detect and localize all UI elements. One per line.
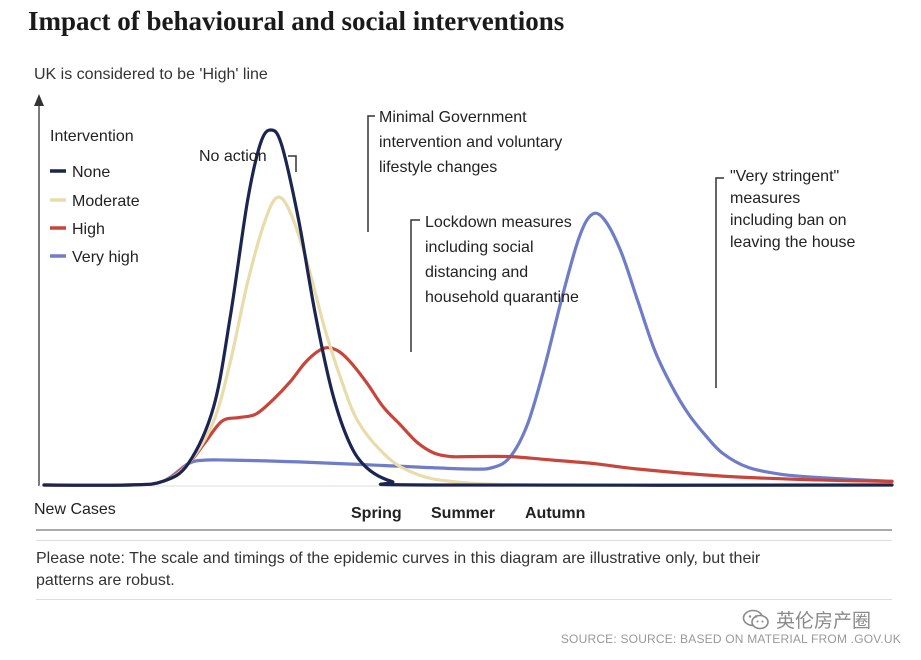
note-divider-bottom	[36, 599, 892, 600]
leader-minimal-gov	[367, 115, 375, 232]
annotation-leaders	[288, 115, 724, 388]
annotation-lockdown-line: Lockdown measures	[425, 214, 572, 231]
legend-label-very-high: Very high	[72, 249, 139, 266]
annotation-lockdown-line: distancing and	[425, 264, 528, 281]
leader-no-action	[288, 155, 297, 172]
note-divider-top	[36, 540, 892, 541]
legend-item-none: None	[50, 164, 110, 181]
legend-label-moderate: Moderate	[72, 193, 140, 210]
legend-item-high: High	[50, 221, 105, 238]
series-line-none	[42, 128, 894, 487]
annotation-very-stringent-line: measures	[730, 190, 800, 207]
series-line-very-high	[42, 211, 894, 487]
x-tick-spring: Spring	[351, 505, 402, 522]
annotation-lockdown: Lockdown measures including social dista…	[425, 214, 579, 306]
annotation-very-stringent-line: including ban on	[730, 212, 847, 229]
legend-title: Intervention	[50, 128, 134, 145]
y-axis-label: UK is considered to be 'High' line	[34, 66, 268, 83]
annotation-lockdown-line: including social	[425, 239, 534, 256]
chart-svg: No action Minimal Government interventio…	[34, 94, 894, 531]
x-axis-label: New Cases	[34, 501, 116, 518]
annotation-minimal-gov-line: lifestyle changes	[379, 159, 497, 176]
annotation-minimal-gov-line: Minimal Government	[379, 109, 527, 126]
legend-item-very-high: Very high	[50, 249, 139, 266]
watermark: 英伦房产圈	[742, 606, 871, 633]
leader-lockdown	[410, 219, 420, 352]
legend-label-high: High	[72, 221, 105, 238]
x-tick-summer: Summer	[431, 505, 495, 522]
watermark-text: 英伦房产圈	[776, 611, 872, 632]
annotation-very-stringent: "Very stringent" measures including ban …	[730, 168, 856, 251]
legend: Intervention None Moderate High Very hig…	[50, 128, 140, 266]
annotation-minimal-gov-line: intervention and voluntary	[379, 134, 562, 151]
y-axis-arrow	[34, 94, 44, 106]
annotation-very-stringent-line: "Very stringent"	[730, 168, 839, 185]
wechat-icon	[742, 609, 769, 629]
leader-very-stringent	[715, 177, 724, 388]
series-line-high	[42, 345, 894, 487]
x-tick-autumn: Autumn	[525, 505, 585, 522]
legend-item-moderate: Moderate	[50, 193, 140, 210]
annotation-minimal-gov: Minimal Government intervention and volu…	[379, 109, 567, 176]
annotation-no-action-line: No action	[199, 148, 267, 165]
source-credit: SOURCE: SOURCE: BASED ON MATERIAL FROM .…	[560, 632, 901, 646]
annotation-no-action: No action	[199, 148, 267, 165]
footnote: Please note: The scale and timings of th…	[36, 550, 761, 589]
series-layer	[42, 128, 894, 487]
legend-label-none: None	[72, 164, 110, 181]
annotation-lockdown-line: household quarantine	[425, 289, 579, 306]
annotation-very-stringent-line: leaving the house	[730, 234, 856, 251]
chart-title: Impact of behavioural and social interve…	[28, 6, 565, 36]
